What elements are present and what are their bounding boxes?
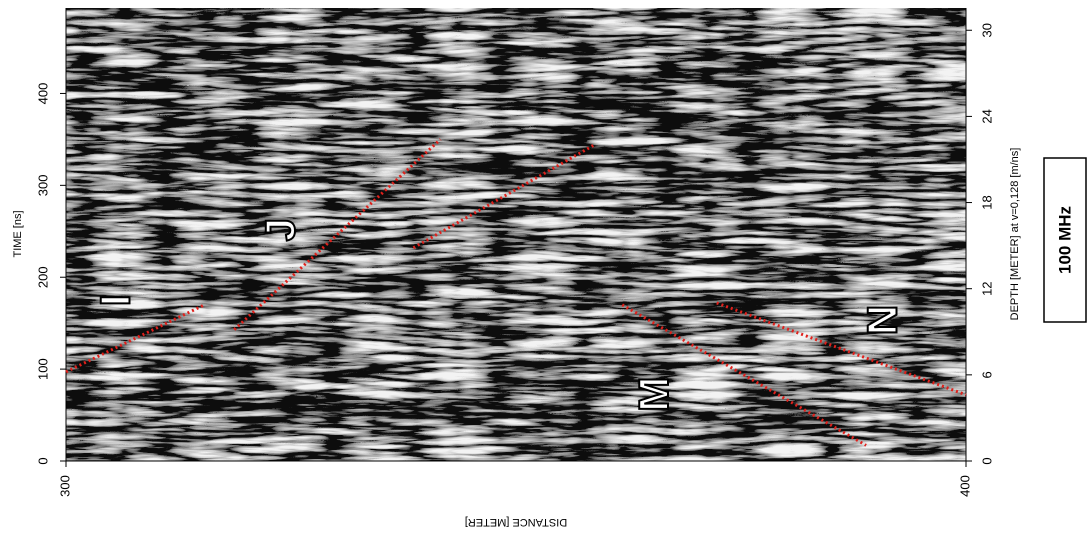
y-tick-label: 400: [35, 83, 50, 105]
reflector-label: N: [858, 305, 905, 335]
y2-tick-label: 18: [979, 195, 994, 209]
interpreted-reflector: [716, 301, 967, 397]
reflector-label: I: [91, 294, 138, 306]
interpreted-reflector: [233, 138, 442, 331]
y2-tick-label: 12: [979, 281, 994, 295]
y-tick-label: 0: [35, 457, 50, 464]
frequency-label: 100 MHz: [1055, 206, 1074, 274]
interpreted-reflector: [621, 303, 867, 447]
y2-tick-label: 24: [979, 109, 994, 123]
y2-axis-label: DEPTH [METER] at v=0,128 [m/ns]: [1009, 148, 1021, 321]
x-axis-label: DISTANCE [METER]: [465, 516, 567, 528]
y2-tick-label: 0: [979, 457, 994, 464]
reflector-label: J: [256, 218, 303, 241]
y2-tick-label: 6: [979, 371, 994, 378]
y-tick-label: 100: [35, 358, 50, 380]
y-tick-label: 200: [35, 266, 50, 288]
radargram-texture: [66, 8, 966, 461]
frequency-box: [1043, 157, 1087, 323]
y2-tick-label: 30: [979, 23, 994, 37]
x-tick-label: 400: [957, 475, 972, 497]
y-axis-label: TIME [ns]: [12, 210, 24, 257]
y-tick-label: 300: [35, 174, 50, 196]
reflector-label: M: [630, 377, 677, 412]
x-tick-label: 300: [57, 475, 72, 497]
interpreted-reflector: [65, 303, 206, 374]
